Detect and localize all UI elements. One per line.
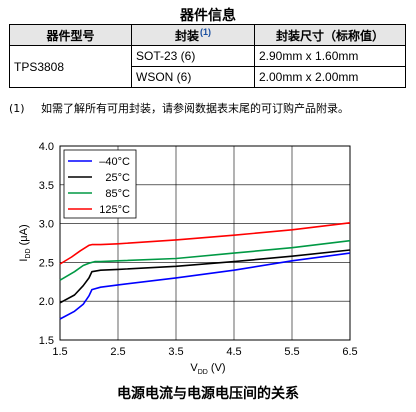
x-tick-label: 1.5 [52, 346, 67, 358]
chart-title: 电源电流与电源电压间的关系 [117, 386, 299, 402]
series-line [59, 239, 351, 281]
tick-labels: 1.5 2.5 3.5 4.5 5.5 6.5 1.5 2.0 2.5 3.0 3.5 4.0 [39, 141, 358, 358]
supply-current-chart: 1.5 2.5 3.5 4.5 5.5 6.5 1.5 2.0 2.5 3.0 3.5 4.0 –40… [18, 141, 358, 376]
series-layer [59, 222, 351, 320]
x-tick-label: 2.5 [110, 346, 125, 358]
x-tick-label: 6.5 [342, 346, 357, 358]
device-info-table: 器件型号 封装(1) 封装尺寸（标称值） TPS3808 SOT-23 (6) … [9, 24, 406, 88]
legend-label: 125°C [99, 204, 130, 216]
series-line [59, 222, 351, 265]
y-tick-label: 2.5 [39, 257, 54, 269]
header-body-size: 封装尺寸（标称值） [254, 24, 406, 46]
y-tick-label: 2.0 [39, 296, 54, 308]
header-package: 封装(1) [131, 24, 255, 46]
y-axis-label: IDD (μA) [18, 224, 32, 261]
y-tick-label: 3.0 [39, 219, 54, 231]
legend-label: 85°C [105, 188, 130, 200]
header-device-number: 器件型号 [9, 24, 132, 46]
footnote-ref-link[interactable]: (1) [200, 26, 211, 37]
table-row: WSON (6) 2.00mm x 2.00mm [10, 66, 406, 88]
x-tick-label: 3.5 [168, 346, 183, 358]
header-package-label: 封装 [174, 28, 199, 43]
y-tick-label: 4.0 [39, 141, 54, 153]
size-cell: 2.90mm x 1.60mm [254, 45, 406, 67]
y-tick-label: 3.5 [39, 180, 54, 192]
table-header-row: 器件型号 封装(1) 封装尺寸（标称值） [9, 24, 406, 46]
x-axis-label: VDD (V) [190, 362, 225, 376]
legend-label: 25°C [105, 172, 130, 184]
footnote-number: (1) [9, 102, 25, 115]
series-line [59, 249, 351, 304]
size-cell: 2.00mm x 2.00mm [254, 66, 406, 88]
legend-label: –40°C [99, 156, 130, 168]
y-tick-label: 1.5 [39, 335, 54, 347]
table-row: TPS3808 SOT-23 (6) 2.90mm x 1.60mm [9, 45, 406, 88]
series-line [59, 252, 351, 320]
footnote-text: 如需了解所有可用封装，请参阅数据表末尾的可订购产品附录。 [41, 102, 349, 115]
x-tick-label: 4.5 [226, 346, 241, 358]
legend: –40°C 25°C 85°C 125°C [63, 149, 137, 219]
package-cell: WSON (6) [131, 66, 255, 88]
x-tick-label: 5.5 [284, 346, 299, 358]
device-name-cell: TPS3808 [9, 45, 132, 88]
package-cell: SOT-23 (6) [131, 45, 255, 67]
device-info-title: 器件信息 [180, 8, 236, 24]
